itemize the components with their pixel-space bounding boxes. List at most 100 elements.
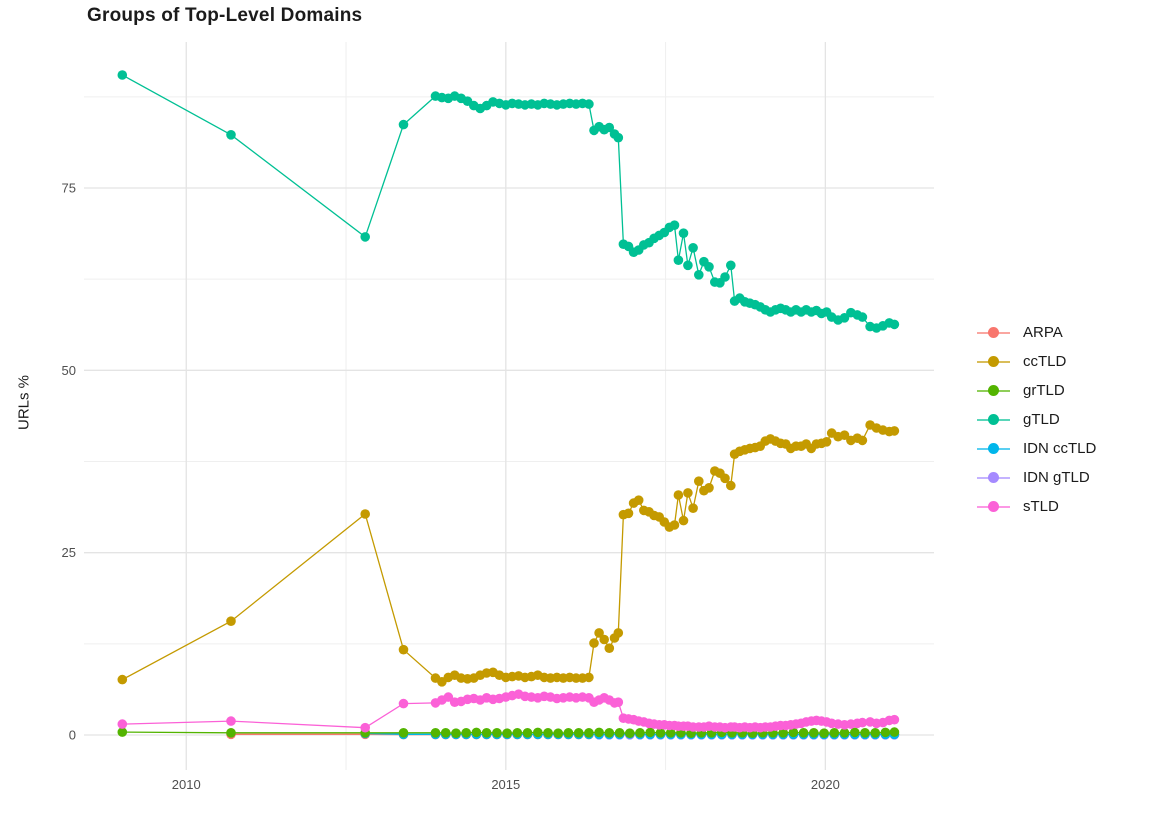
data-point — [860, 728, 870, 738]
legend-key-icon — [977, 326, 1010, 339]
data-point — [839, 313, 850, 323]
data-point — [673, 490, 684, 500]
data-point — [655, 728, 666, 738]
legend: ARPA ccTLD grTLD gTLD IDN ccTLD IDN gTLD sTLD — [977, 318, 1096, 521]
legend-item: grTLD — [977, 376, 1096, 405]
data-point — [870, 728, 880, 738]
legend-key-icon — [977, 384, 1010, 397]
data-point — [645, 727, 655, 738]
data-point — [226, 716, 236, 726]
data-point — [553, 728, 563, 738]
series-sTLD — [117, 689, 900, 733]
data-point — [398, 698, 409, 709]
data-point — [117, 719, 128, 729]
data-point — [398, 728, 409, 738]
data-point — [623, 508, 634, 519]
data-point — [726, 480, 736, 491]
data-point — [857, 435, 868, 446]
data-point — [726, 260, 736, 271]
series-grTLD — [117, 727, 900, 738]
data-point — [665, 728, 676, 738]
data-point — [694, 270, 704, 280]
data-point — [889, 319, 900, 330]
data-point — [604, 122, 615, 133]
data-point — [522, 728, 533, 738]
legend-key-icon — [977, 471, 1010, 484]
y-tick-label: 75 — [62, 181, 76, 196]
legend-item: IDN ccTLD — [977, 434, 1096, 463]
data-point — [599, 634, 609, 645]
legend-label: ccTLD — [1023, 353, 1067, 370]
data-point — [889, 714, 900, 725]
x-tick-label: 2015 — [491, 777, 520, 792]
series-line — [121, 424, 895, 683]
data-point — [704, 483, 714, 493]
data-point — [502, 728, 512, 738]
data-point — [839, 430, 850, 441]
data-point — [360, 722, 371, 733]
data-point — [625, 728, 635, 738]
data-point — [589, 638, 599, 648]
data-point — [819, 728, 829, 738]
legend-key-icon — [977, 442, 1010, 455]
legend-key-icon — [977, 500, 1010, 513]
data-point — [543, 728, 553, 738]
data-point — [688, 243, 698, 253]
data-point — [461, 728, 472, 738]
series-ccTLD — [117, 420, 900, 687]
data-point — [673, 255, 684, 265]
data-point — [584, 672, 594, 683]
data-point — [440, 728, 451, 738]
data-point — [669, 520, 680, 530]
data-point — [688, 503, 698, 513]
data-point — [360, 509, 371, 519]
data-point — [798, 728, 809, 738]
data-point — [398, 644, 409, 655]
x-tick-label: 2020 — [811, 777, 840, 792]
data-point — [398, 119, 409, 130]
data-point — [471, 727, 482, 738]
data-point — [451, 728, 461, 738]
data-point — [614, 728, 625, 738]
data-point — [613, 628, 624, 638]
data-point — [678, 228, 689, 238]
legend-label: gTLD — [1023, 411, 1060, 428]
series-line — [121, 74, 895, 329]
data-point — [678, 515, 689, 526]
data-point — [829, 728, 840, 738]
data-point — [720, 272, 730, 282]
legend-item: ARPA — [977, 318, 1096, 347]
data-point — [669, 220, 680, 230]
data-point — [481, 728, 492, 738]
x-tick-label: 2010 — [172, 777, 201, 792]
data-point — [720, 473, 730, 484]
data-point — [430, 728, 441, 738]
data-point — [226, 616, 236, 626]
data-point — [778, 728, 788, 738]
data-point — [117, 674, 128, 685]
legend-key-icon — [977, 355, 1010, 368]
data-point — [584, 99, 594, 109]
data-point — [226, 728, 236, 738]
data-point — [694, 476, 704, 487]
data-point — [683, 488, 693, 498]
chart-title: Groups of Top-Level Domains — [87, 5, 363, 26]
data-point — [117, 70, 128, 80]
data-point — [360, 232, 371, 242]
data-point — [492, 728, 502, 738]
legend-label: ARPA — [1023, 324, 1063, 341]
y-tick-label: 50 — [62, 363, 76, 378]
data-point — [683, 260, 693, 271]
data-point — [533, 727, 543, 738]
data-point — [512, 728, 523, 738]
y-tick-label: 0 — [69, 727, 76, 742]
data-point — [880, 727, 891, 738]
data-point — [594, 727, 604, 738]
data-point — [889, 426, 900, 436]
data-point — [604, 728, 615, 738]
data-point — [563, 728, 574, 738]
data-point — [594, 628, 604, 638]
data-point — [704, 262, 714, 272]
